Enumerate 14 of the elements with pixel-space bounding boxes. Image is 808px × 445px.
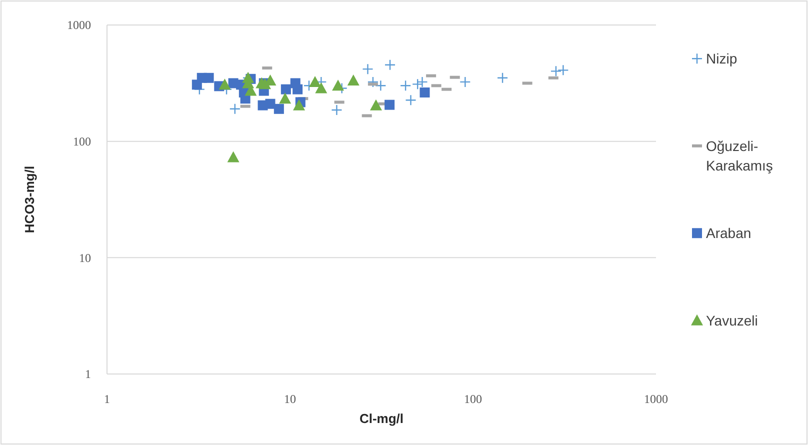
x-tick-label: 1: [104, 392, 110, 406]
x-tick-label: 100: [464, 392, 482, 406]
x-axis-title: Cl-mg/l: [359, 411, 404, 426]
x-tick-label: 1000: [644, 392, 668, 406]
y-tick-label: 1000: [67, 18, 91, 32]
y-tick-label: 1: [85, 367, 91, 382]
y-tick-label: 100: [73, 134, 91, 149]
y-tick-label: 10: [79, 250, 91, 265]
x-tick-label: 10: [284, 392, 296, 406]
y-axis-title: HCO3-mg/l: [22, 166, 37, 234]
legend-label: Oğuzeli-Karakamış: [706, 138, 773, 174]
legend-label: Araban: [706, 225, 752, 242]
legend-label: Nizip: [706, 50, 738, 67]
legend-label: Yavuzeli: [706, 312, 758, 328]
